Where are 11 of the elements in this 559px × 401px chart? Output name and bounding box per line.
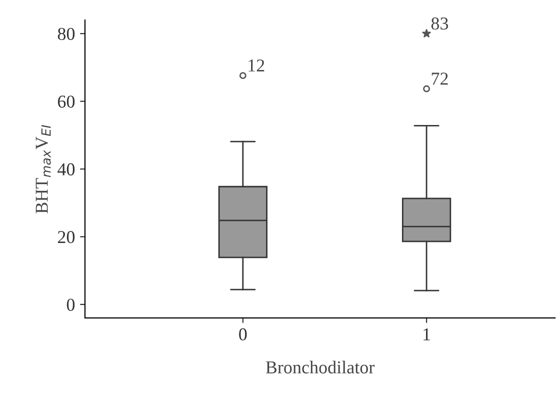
annotation: 72 xyxy=(432,72,448,85)
y-tick-label: 60 xyxy=(58,96,75,108)
x-axis-title: Bronchodilator xyxy=(266,360,375,374)
y-tick-label: 0 xyxy=(66,298,75,311)
y-tick-label: 80 xyxy=(58,28,75,40)
x-tick-label: 1 xyxy=(424,328,430,340)
annotation: 12 xyxy=(248,59,264,72)
y-tick-label: 40 xyxy=(58,163,75,176)
y-tick-label: 20 xyxy=(58,230,75,244)
y-axis-title: BHT$_{max}$V$_{EI}$ xyxy=(36,124,51,214)
annotation: 83 xyxy=(431,17,448,30)
